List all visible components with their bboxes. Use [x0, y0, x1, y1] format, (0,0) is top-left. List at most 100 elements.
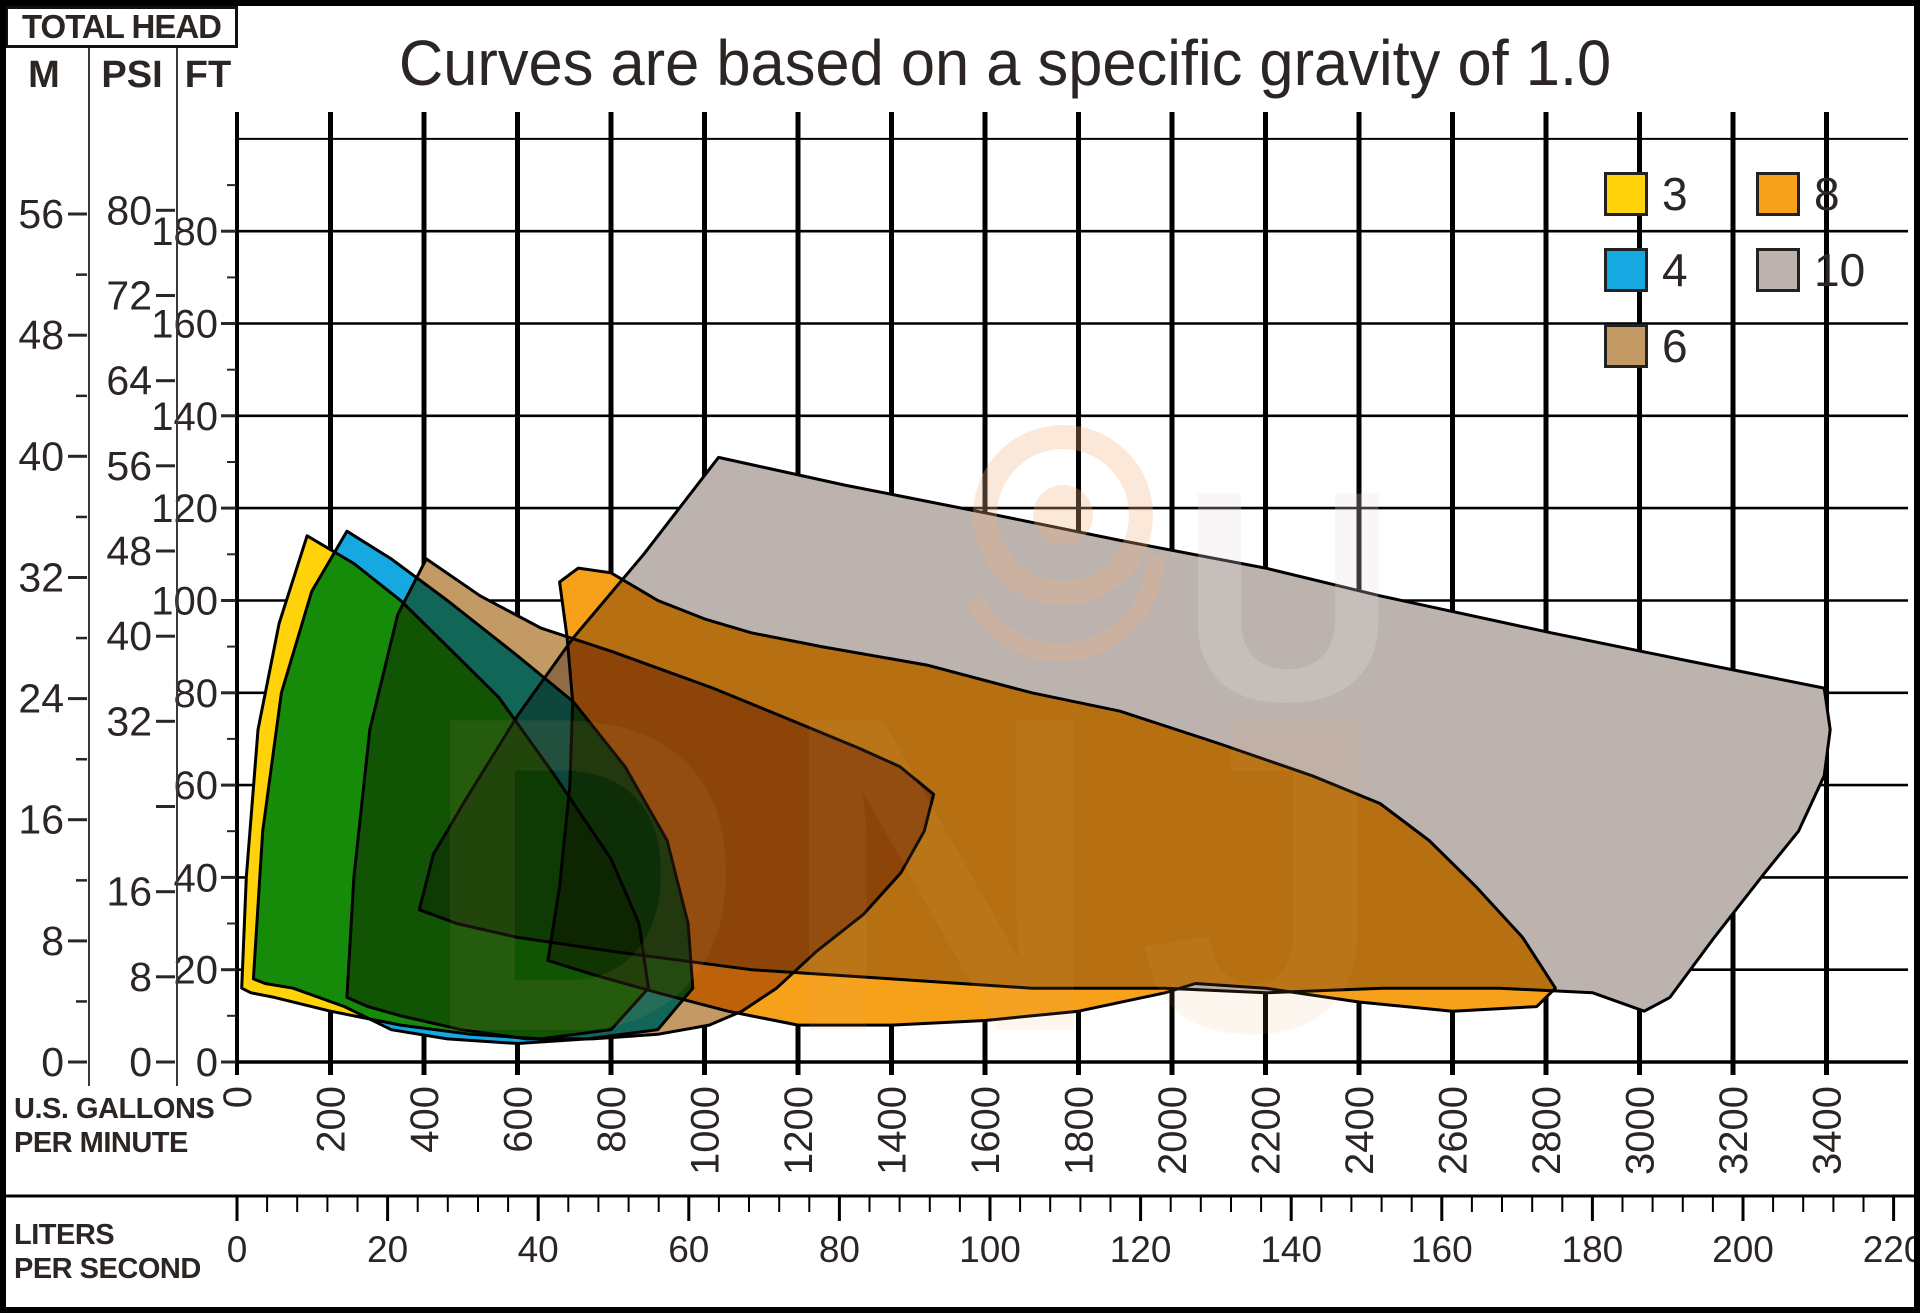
caption-line: PER SECOND [14, 1253, 201, 1285]
ft-tick-label: 160 [151, 303, 218, 347]
legend-swatch-4-icon [1604, 248, 1648, 292]
ft-minor-tick [227, 1014, 236, 1017]
ft-minor-tick [227, 368, 236, 371]
gpm-tick-label: 1400 [871, 1086, 915, 1175]
lps-tick-label: 0 [227, 1229, 248, 1270]
lps-tick-label: 160 [1411, 1229, 1473, 1270]
ft-tick-label: 80 [174, 672, 219, 716]
gpm-tick-label: 2800 [1525, 1086, 1569, 1175]
ft-tick [221, 599, 236, 602]
gpm-tick-label: 200 [310, 1086, 354, 1153]
ft-tick [221, 968, 236, 972]
psi-tick [156, 549, 175, 553]
m-minor-tick [76, 1000, 87, 1003]
gpm-tick-label: 2000 [1151, 1086, 1195, 1175]
envelope-10 [417, 455, 1832, 1013]
psi-tick [156, 890, 175, 894]
legend-label: 6 [1662, 320, 1688, 372]
ft-tick-label: 0 [196, 1041, 218, 1085]
legend-swatch-3-icon [1604, 172, 1648, 216]
m-tick [68, 212, 87, 216]
column-header-ft: FT [184, 54, 232, 96]
m-tick [68, 818, 87, 822]
lps-tick-label: 60 [668, 1229, 709, 1270]
m-tick [68, 1060, 87, 1064]
m-minor-tick [76, 758, 87, 761]
legend-item-10: 10 [1756, 247, 1865, 293]
ft-minor-tick [227, 276, 236, 279]
psi-tick [156, 1060, 175, 1064]
m-tick-label: 56 [18, 191, 64, 237]
legend-swatch-10-icon [1756, 248, 1800, 292]
ft-tick-label: 60 [174, 764, 219, 808]
ft-tick-label: 180 [151, 210, 218, 254]
watermark: DNJ U [420, 425, 1422, 1126]
m-tick [68, 697, 87, 701]
lps-tick-label: 180 [1562, 1229, 1624, 1270]
ft-minor-tick [227, 645, 236, 648]
psi-tick-label: 72 [106, 273, 152, 319]
m-tick [68, 939, 87, 943]
m-tick-label: 32 [18, 555, 64, 601]
column-divider [176, 48, 178, 1086]
ft-tick [221, 414, 236, 418]
m-minor-tick [76, 636, 87, 640]
caption-line: PER MINUTE [14, 1127, 188, 1159]
svg-text:DNJ: DNJ [420, 624, 1422, 1126]
m-tick-label: 16 [18, 797, 64, 843]
caption-line: U.S. GALLONS [14, 1093, 215, 1125]
legend-swatch-6-icon [1604, 324, 1648, 368]
ft-minor-tick [227, 553, 236, 556]
gpm-tick-label: 2200 [1245, 1086, 1289, 1175]
m-tick [68, 576, 87, 579]
ft-tick [221, 506, 236, 510]
gpm-tick-label: 3000 [1619, 1086, 1663, 1175]
legend-item-6: 6 [1604, 320, 1688, 372]
gpm-tick-label: 3400 [1806, 1086, 1850, 1175]
m-minor-tick [76, 273, 87, 276]
m-minor-tick [76, 515, 87, 519]
legend-item-8: 8 [1756, 168, 1840, 220]
gpm-tick-label: 3200 [1712, 1086, 1756, 1175]
ft-tick [221, 875, 236, 879]
caption-line: LITERS [14, 1219, 115, 1251]
column-header-psi: PSI [101, 54, 163, 96]
legend-item-4: 4 [1604, 244, 1688, 296]
psi-tick [156, 208, 175, 212]
lps-tick-label: 200 [1712, 1229, 1774, 1270]
ft-tick-label: 20 [174, 949, 219, 993]
psi-tick-label: 8 [129, 954, 152, 1000]
legend-item-3: 3 [1604, 171, 1688, 217]
gpm-tick-label: 400 [403, 1086, 447, 1153]
gpm-tick-label: 1600 [964, 1086, 1008, 1175]
ft-tick-label: 100 [151, 580, 218, 624]
ft-minor-tick [227, 461, 236, 463]
ft-tick [221, 1060, 236, 1064]
ft-tick [221, 322, 236, 325]
gpm-tick-label: 1200 [777, 1086, 821, 1175]
lps-tick-label: 120 [1110, 1229, 1172, 1270]
ft-minor-tick [227, 830, 236, 833]
psi-tick-label: 16 [106, 869, 152, 915]
ft-tick [221, 229, 236, 233]
lps-tick-label: 20 [367, 1229, 408, 1270]
gpm-tick-label: 2400 [1338, 1086, 1382, 1175]
psi-tick-label: 40 [106, 613, 152, 659]
column-header-m: M [28, 54, 60, 96]
m-tick-label: 40 [18, 433, 64, 479]
ft-minor-tick [227, 737, 236, 740]
psi-tick [156, 975, 175, 979]
psi-tick [156, 634, 175, 638]
psi-tick [156, 805, 175, 808]
m-tick [68, 333, 87, 337]
gpm-tick-label: 1000 [684, 1086, 728, 1175]
psi-tick-label: 64 [106, 358, 152, 404]
lps-tick-label: 140 [1260, 1229, 1322, 1270]
legend-label: 8 [1814, 168, 1840, 220]
psi-tick [156, 379, 175, 383]
ft-minor-tick [227, 922, 236, 925]
psi-tick [156, 719, 175, 723]
legend-label: 4 [1662, 244, 1688, 296]
chart-title: Curves are based on a specific gravity o… [398, 27, 1612, 99]
